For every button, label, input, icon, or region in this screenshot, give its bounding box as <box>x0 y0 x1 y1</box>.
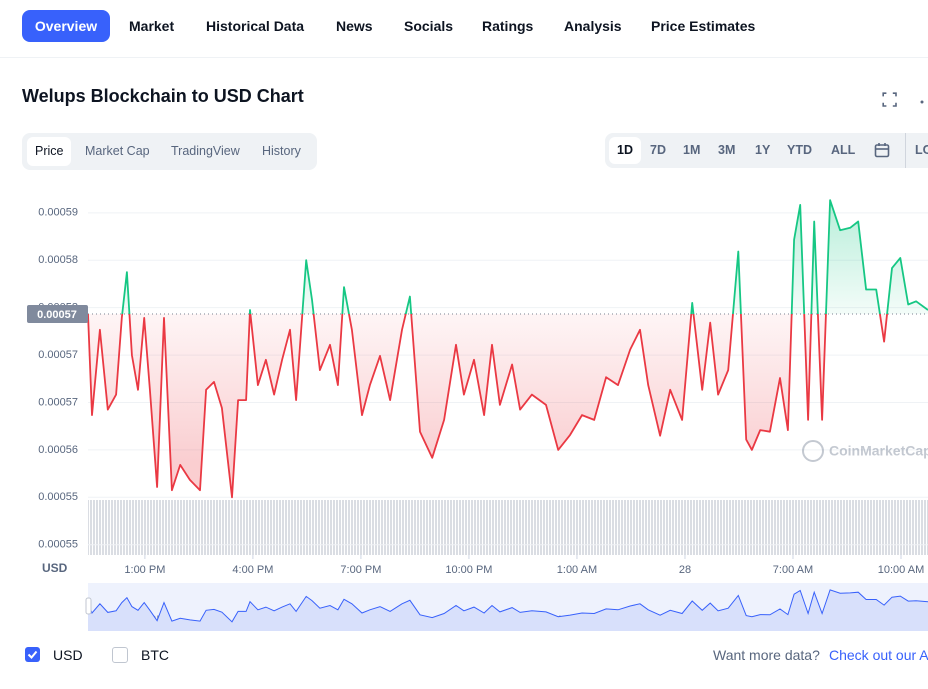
x-tick-label: 28 <box>679 564 691 576</box>
range-tab[interactable]: 3M <box>718 143 736 157</box>
nav-tab[interactable]: Market <box>129 18 175 34</box>
y-tick-label: 0.00059 <box>38 207 78 219</box>
watermark: CoinMarketCap <box>802 440 928 462</box>
x-tick-label: 1:00 AM <box>557 564 597 576</box>
range-tab[interactable]: 1Y <box>755 143 771 157</box>
y-tick-label: 0.00056 <box>38 444 78 456</box>
nav-tab[interactable]: Price Estimates <box>651 18 756 34</box>
range-tab[interactable]: YTD <box>787 143 812 157</box>
range-tabs: 1D 7D 1M 3M 1Y YTD ALL LOG <box>605 133 928 168</box>
checkbox[interactable] <box>25 647 40 662</box>
chart-icons[interactable] <box>880 92 928 112</box>
x-tick-label: 4:00 PM <box>232 564 273 576</box>
x-tick-label: 1:00 PM <box>124 564 165 576</box>
nav-tab[interactable]: Ratings <box>482 18 534 34</box>
currency-label[interactable]: USD <box>53 647 83 663</box>
y-tick-label: 0.00055 <box>38 491 78 503</box>
chart-type-tabs: Price Market Cap TradingView History <box>22 133 317 170</box>
price-area <box>88 200 928 498</box>
calendar-icon[interactable] <box>874 142 890 158</box>
chart-tab[interactable]: Price <box>27 137 72 166</box>
nav-tab[interactable]: News <box>336 18 373 34</box>
y-tick-label: 0.00057 <box>38 349 78 361</box>
range-tab[interactable]: 1D <box>609 137 641 164</box>
chart-tab[interactable]: History <box>262 144 301 158</box>
nav-tab[interactable]: Analysis <box>564 18 622 34</box>
chart-tab[interactable]: TradingView <box>171 144 240 158</box>
price-label: 0.00057 <box>37 309 77 321</box>
chart-tab[interactable]: Market Cap <box>85 144 150 158</box>
navigator-area <box>88 589 928 631</box>
nav-tab[interactable]: Socials <box>404 18 454 34</box>
y-tick-label: 0.00055 <box>38 539 78 551</box>
price-line <box>87 199 928 499</box>
currency-label[interactable]: BTC <box>141 647 169 663</box>
chart-title: Welups Blockchain to USD Chart <box>22 86 304 106</box>
watermark-text: CoinMarketCap <box>829 443 928 459</box>
range-tab[interactable]: 7D <box>650 143 666 157</box>
nav-bar: Overview Market Historical Data News Soc… <box>0 0 928 58</box>
x-tick-label: 10:00 AM <box>878 564 924 576</box>
price-label-box <box>27 304 88 323</box>
footer-prompt: Want more data? <box>713 647 820 663</box>
volume-bars <box>88 500 928 555</box>
footer-link[interactable]: Check out our API <box>829 647 928 663</box>
y-tick-label: 0.00057 <box>38 396 78 408</box>
x-tick-label: 7:00 PM <box>340 564 381 576</box>
navigator-line <box>87 589 928 623</box>
nav-tab[interactable]: Historical Data <box>206 18 305 34</box>
y-axis-label: USD <box>42 561 68 575</box>
checkbox[interactable] <box>112 647 128 663</box>
x-tick-label: 10:00 PM <box>445 564 492 576</box>
range-tab[interactable]: 1M <box>683 143 701 157</box>
y-tick-label: 0.00058 <box>38 254 78 266</box>
navigator-handle[interactable] <box>85 597 92 615</box>
range-tab[interactable]: LOG <box>905 133 928 168</box>
nav-tab[interactable]: Overview <box>22 10 110 42</box>
x-tick-label: 7:00 AM <box>773 564 813 576</box>
range-tab[interactable]: ALL <box>831 143 856 157</box>
